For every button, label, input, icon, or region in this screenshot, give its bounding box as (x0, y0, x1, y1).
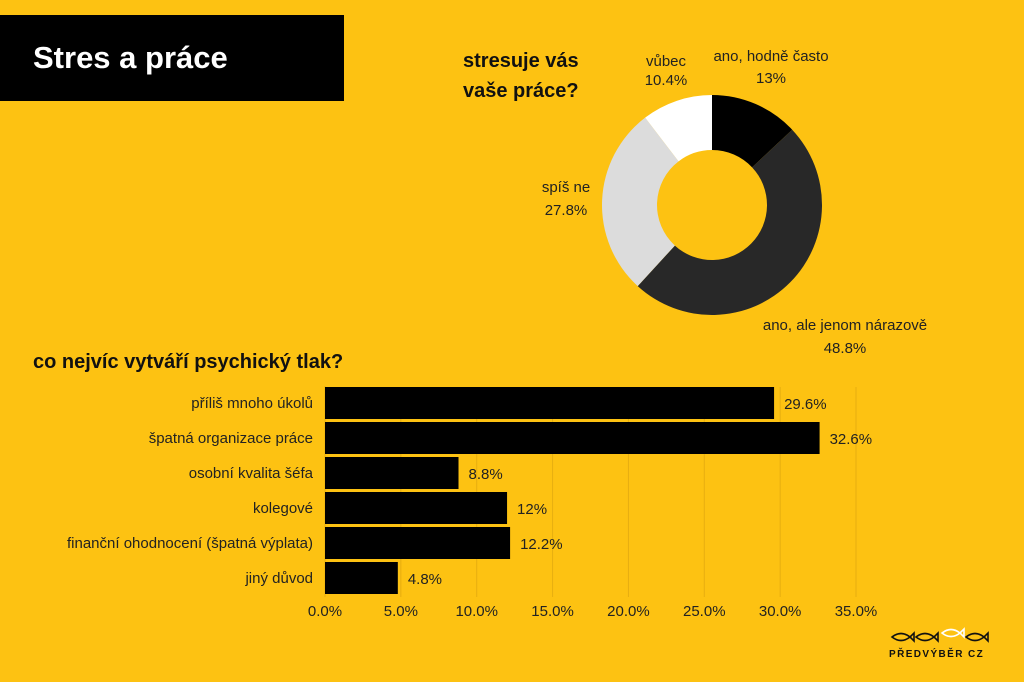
donut-slice-vubec (645, 95, 712, 162)
donut-label-ano-ale-jenom-narazove: ano, ale jenom nárazově (763, 317, 927, 334)
donut-slice-ano-ale-jenom-narazove (637, 129, 822, 315)
x-tick-label: 5.0% (384, 603, 418, 620)
donut-value-spis-ne: 27.8% (545, 202, 588, 219)
x-tick-label: 35.0% (835, 603, 878, 620)
x-tick-label: 0.0% (308, 603, 342, 620)
bar-value-labels: 29.6% 32.6% 8.8% 12% 12.2% 4.8% (408, 396, 872, 588)
value-label-jiny-duvod: 4.8% (408, 571, 442, 588)
value-label-spatna-organizace-prace: 32.6% (830, 431, 873, 448)
donut-slice-ano-hodne-casto (712, 95, 793, 168)
donut-label-ano-hodne-casto: ano, hodně často (713, 48, 828, 65)
bar-title: co nejvíc vytváří psychický tlak? (33, 351, 343, 373)
bar-osobni-kvalita-sefa (325, 457, 459, 489)
category-label-financni-ohodnoceni-spatna-vyplata: finanční ohodnocení (špatná výplata) (67, 535, 313, 552)
logo-text: PŘEDVÝBĚR CZ (889, 647, 984, 660)
bar-jiny-duvod (325, 562, 398, 594)
x-tick-label: 10.0% (455, 603, 498, 620)
donut-label-spis-ne: spíš ne (542, 179, 590, 196)
value-label-kolegove: 12% (517, 501, 547, 518)
donut-chart (602, 95, 822, 315)
title-box: Stres a práce (0, 15, 344, 101)
category-label-kolegove: kolegové (253, 500, 313, 517)
category-label-spatna-organizace-prace: špatná organizace práce (149, 430, 313, 447)
donut-label-vubec: vůbec (646, 53, 687, 70)
donut-slice-spis-ne (602, 117, 679, 287)
bar-tick-labels: 0.0% 5.0% 10.0% 15.0% 20.0% 25.0% 30.0% 35.0% (308, 603, 877, 620)
x-tick-label: 25.0% (683, 603, 726, 620)
bar-chart (325, 387, 820, 594)
fish-logo-icon (890, 627, 989, 643)
bar-financni-ohodnoceni-spatna-vyplata (325, 527, 511, 559)
value-label-financni-ohodnoceni-spatna-vyplata: 12.2% (520, 536, 563, 553)
category-label-osobni-kvalita-sefa: osobní kvalita šéfa (189, 465, 314, 482)
bar-kolegove (325, 492, 508, 524)
page-title: Stres a práce (33, 40, 228, 75)
x-tick-label: 15.0% (531, 603, 574, 620)
pie-title-line-2: vaše práce? (463, 80, 579, 102)
value-label-osobni-kvalita-sefa: 8.8% (469, 466, 503, 483)
pie-title-line-1: stresuje vás (463, 50, 579, 72)
x-tick-label: 30.0% (759, 603, 802, 620)
bar-spatna-organizace-prace (325, 422, 820, 454)
category-label-jiny-duvod: jiný důvod (244, 570, 313, 587)
x-tick-label: 20.0% (607, 603, 650, 620)
logo: PŘEDVÝBĚR CZ (889, 627, 989, 660)
bar-prilis-mnoho-ukolu (325, 387, 775, 419)
donut-value-ano-hodne-casto: 13% (756, 70, 786, 87)
donut-labels: ano, hodně často 13% ano, ale jenom nárazo… (542, 48, 927, 357)
bar-category-labels: příliš mnoho úkolů špatná organizace prác… (67, 395, 314, 587)
value-label-prilis-mnoho-ukolu: 29.6% (784, 396, 827, 413)
donut-value-vubec: 10.4% (645, 72, 688, 89)
donut-value-ano-ale-jenom-narazove: 48.8% (824, 340, 867, 357)
category-label-prilis-mnoho-ukolu: příliš mnoho úkolů (191, 395, 313, 412)
